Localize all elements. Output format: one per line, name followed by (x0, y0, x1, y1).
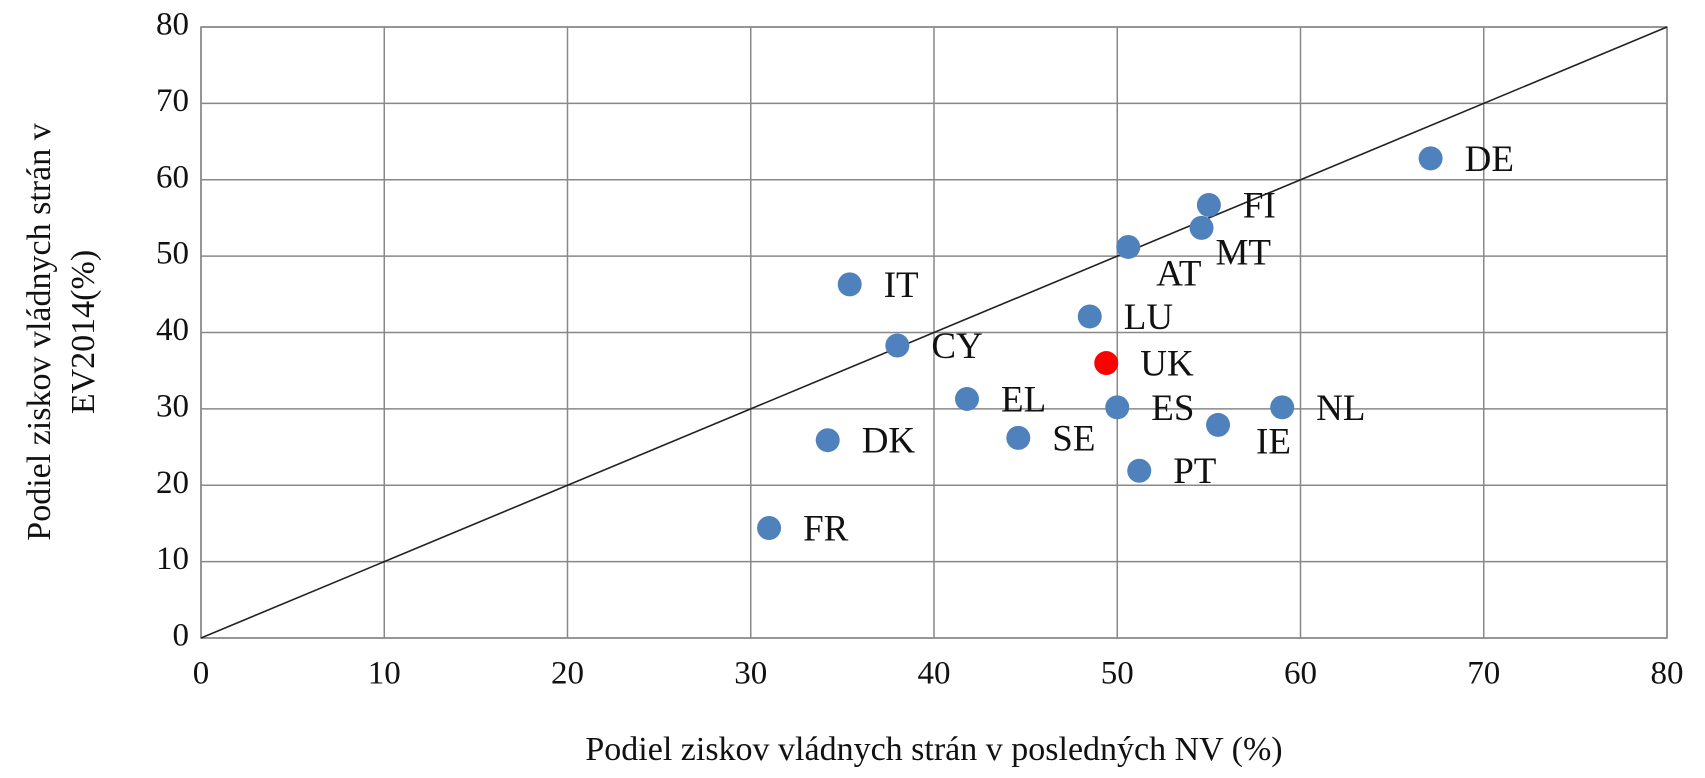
point-label: FI (1243, 185, 1276, 226)
x-tick-label: 30 (734, 656, 767, 692)
y-tick-label: 80 (156, 7, 189, 43)
y-tick-label: 10 (156, 541, 189, 577)
point-label: EL (1001, 379, 1046, 420)
point (954, 386, 979, 411)
point (1206, 412, 1231, 437)
point-label: UK (1140, 344, 1194, 385)
y-axis-title: EV2014(%) (65, 250, 102, 414)
point-label: NL (1316, 388, 1365, 429)
point (1196, 192, 1221, 217)
y-tick-label: 40 (156, 312, 189, 348)
point (1094, 351, 1119, 376)
point-label: SE (1052, 418, 1095, 459)
x-tick-label: 60 (1284, 656, 1317, 692)
point-label: PT (1173, 451, 1216, 492)
point (1006, 425, 1031, 450)
point-label: IE (1256, 421, 1291, 462)
x-tick-label: 80 (1651, 656, 1684, 692)
point-label: ES (1151, 388, 1194, 429)
y-axis-title-group: Podiel ziskov vládnych strán v EV2014(%) (21, 123, 102, 540)
point (1189, 215, 1214, 240)
point (885, 333, 910, 358)
point (837, 272, 862, 297)
x-tick-label: 20 (551, 656, 584, 692)
x-tick-label: 50 (1101, 656, 1134, 692)
point-label: DK (862, 421, 916, 462)
point (1270, 395, 1295, 420)
point (757, 516, 782, 541)
y-tick-label: 20 (156, 465, 189, 501)
point (1116, 234, 1141, 259)
x-tick-label: 40 (918, 656, 951, 692)
y-tick-label: 60 (156, 159, 189, 195)
point-label: CY (931, 326, 982, 367)
point-label: AT (1156, 253, 1201, 294)
x-tick-label: 10 (368, 656, 401, 692)
point-label: MT (1216, 232, 1272, 273)
point-label: DE (1465, 139, 1514, 180)
point (1077, 304, 1102, 329)
x-tick-label: 0 (193, 656, 210, 692)
point-label: LU (1124, 297, 1173, 338)
x-tick-label: 70 (1467, 656, 1500, 692)
point-label: IT (884, 265, 919, 306)
y-tick-label: 0 (173, 618, 190, 654)
reference-line (200, 26, 1668, 639)
point (815, 428, 840, 453)
x-axis-title: Podiel ziskov vládnych strán v poslednýc… (585, 731, 1282, 768)
y-tick-label: 50 (156, 236, 189, 272)
point (1418, 146, 1443, 171)
y-tick-label: 70 (156, 83, 189, 119)
point-label: FR (803, 509, 849, 550)
y-tick-label: 30 (156, 388, 189, 424)
point (1105, 395, 1130, 420)
plot-frame (200, 26, 1668, 639)
point (1127, 458, 1152, 483)
y-axis-title: Podiel ziskov vládnych strán v (21, 123, 58, 540)
